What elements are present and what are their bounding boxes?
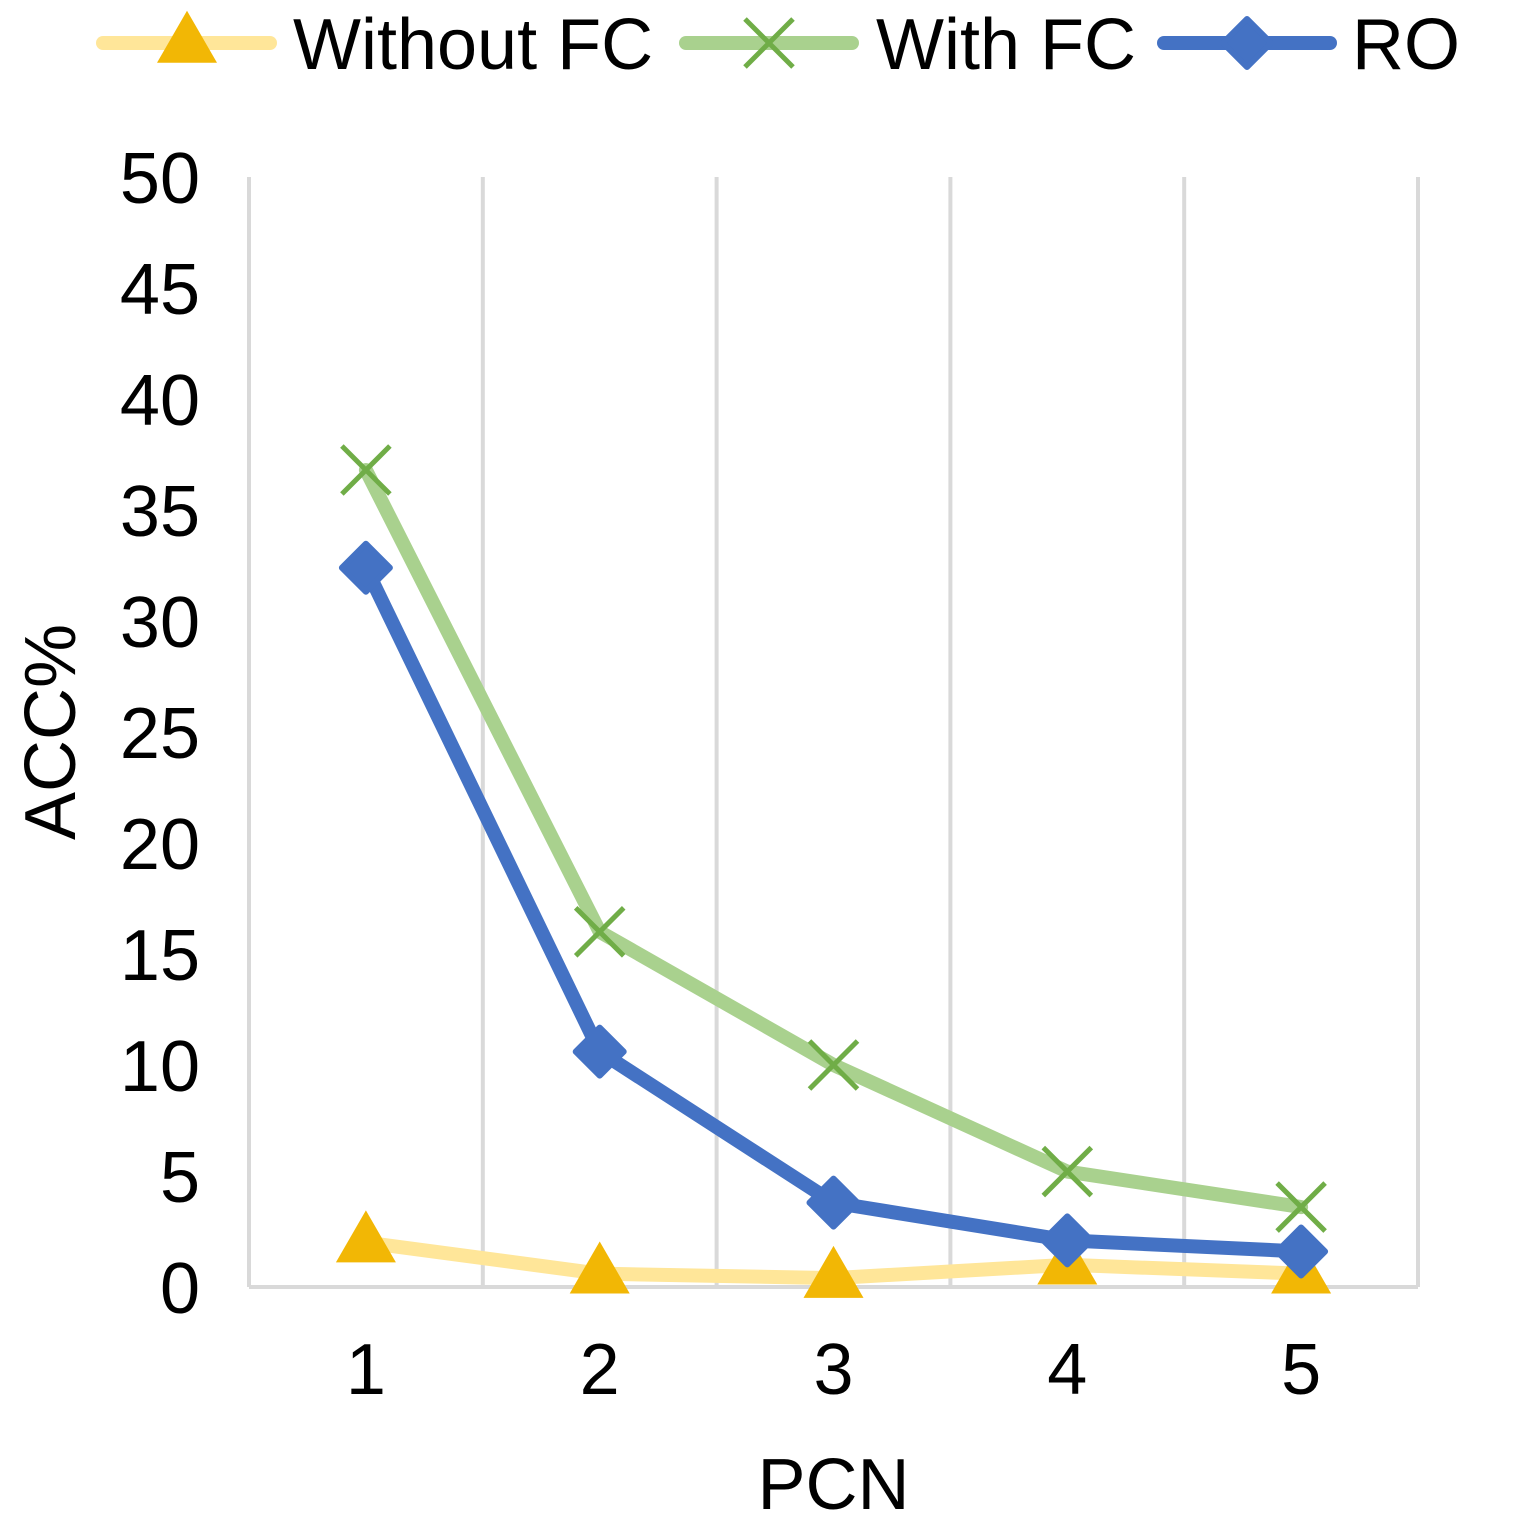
data-point-marker (335, 1210, 396, 1263)
data-point-marker (569, 1241, 630, 1294)
data-point-marker (806, 1175, 861, 1230)
legend-label: Without FC (293, 5, 653, 85)
legend-item: Without FC (96, 5, 653, 85)
data-point-marker (572, 1024, 627, 1079)
series-with-fc (340, 444, 1327, 1233)
x-marker-stroke (807, 1039, 860, 1091)
data-point-marker (1040, 1213, 1095, 1268)
y-axis-title: ACC% (11, 624, 91, 840)
series-ro (338, 540, 1329, 1279)
data-point-marker (573, 906, 626, 958)
legend-label: RO (1352, 5, 1460, 85)
legend-item: RO (1157, 5, 1460, 85)
x-tick-label: 1 (346, 1330, 386, 1410)
x-tick-label: 4 (1047, 1330, 1087, 1410)
y-tick-label: 25 (120, 694, 200, 774)
legend-marker (157, 10, 217, 63)
legend-marker (743, 17, 795, 69)
y-tick-label: 30 (120, 583, 200, 663)
x-tick-label: 3 (813, 1330, 853, 1410)
x-axis-title: PCN (757, 1445, 909, 1514)
data-point-marker (1041, 1145, 1094, 1198)
data-point-marker (338, 540, 393, 595)
x-tick-label: 2 (580, 1330, 620, 1410)
grid-layer (247, 177, 1420, 1287)
x-tick-label: 5 (1281, 1330, 1321, 1410)
data-point-marker (1274, 1224, 1329, 1279)
series-layer (335, 444, 1332, 1298)
legend-label: With FC (876, 5, 1136, 85)
y-tick-label: 20 (120, 805, 200, 885)
y-tick-label: 10 (120, 1027, 200, 1107)
data-point-marker (807, 1039, 860, 1091)
data-point-marker (1275, 1181, 1327, 1233)
y-tick-label: 35 (120, 472, 200, 552)
series-line (358, 463, 1309, 1215)
legend-item: With FC (679, 5, 1136, 85)
legend: Without FC With FC RO (96, 5, 1460, 85)
y-tick-label: 15 (120, 916, 200, 996)
y-tick-label: 0 (160, 1249, 200, 1329)
y-tick-label: 40 (120, 361, 200, 441)
data-point-marker (803, 1245, 864, 1298)
data-point-marker (340, 444, 392, 496)
x-marker-stroke (573, 906, 626, 958)
y-tick-label: 50 (120, 139, 200, 219)
y-tick-label: 45 (120, 250, 200, 330)
x-marker-stroke (1275, 1181, 1327, 1233)
y-tick-label: 5 (160, 1138, 200, 1218)
x-marker-stroke (1041, 1145, 1094, 1198)
legend-marker (1220, 16, 1274, 70)
x-marker-stroke (340, 444, 392, 496)
series-line (358, 560, 1309, 1259)
x-marker-stroke (743, 17, 795, 69)
